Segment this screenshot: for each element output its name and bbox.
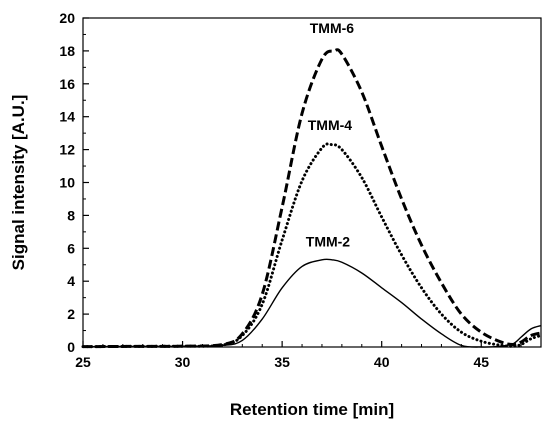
y-tick-label: 18 <box>59 43 75 59</box>
series-labels: TMM-6 TMM-4 TMM-2 <box>306 20 355 250</box>
x-tick-label: 45 <box>473 354 489 370</box>
y-tick-label: 0 <box>67 339 75 355</box>
y-tick-label: 4 <box>67 273 75 289</box>
y-tick-label: 8 <box>67 207 75 223</box>
plot-frame <box>82 17 542 348</box>
x-tick-label: 25 <box>75 354 91 370</box>
series-label-tmm-2: TMM-2 <box>306 234 351 250</box>
y-tick-label: 6 <box>67 240 75 256</box>
x-axis-label: Retention time [min] <box>230 400 394 419</box>
series-line-tmm-6 <box>82 48 542 349</box>
y-axis-label: Signal intensity [A.U.] <box>9 95 28 271</box>
series-line-tmm-2 <box>82 258 542 348</box>
y-tick-label: 2 <box>67 306 75 322</box>
y-tick-label: 10 <box>59 175 75 191</box>
x-tick-label: 40 <box>374 354 390 370</box>
x-axis-ticks: 25 30 35 40 45 <box>75 341 522 370</box>
series-label-tmm-4: TMM-4 <box>308 117 353 133</box>
y-tick-label: 12 <box>59 142 75 158</box>
y-tick-label: 14 <box>59 109 75 125</box>
y-axis-ticks: 0 2 4 6 8 10 12 14 16 18 20 <box>59 10 89 355</box>
y-tick-label: 16 <box>59 76 75 92</box>
x-tick-label: 30 <box>175 354 191 370</box>
series-label-tmm-6: TMM-6 <box>310 20 355 36</box>
y-tick-label: 20 <box>59 10 75 26</box>
x-tick-label: 35 <box>274 354 290 370</box>
series-layer <box>81 48 543 349</box>
